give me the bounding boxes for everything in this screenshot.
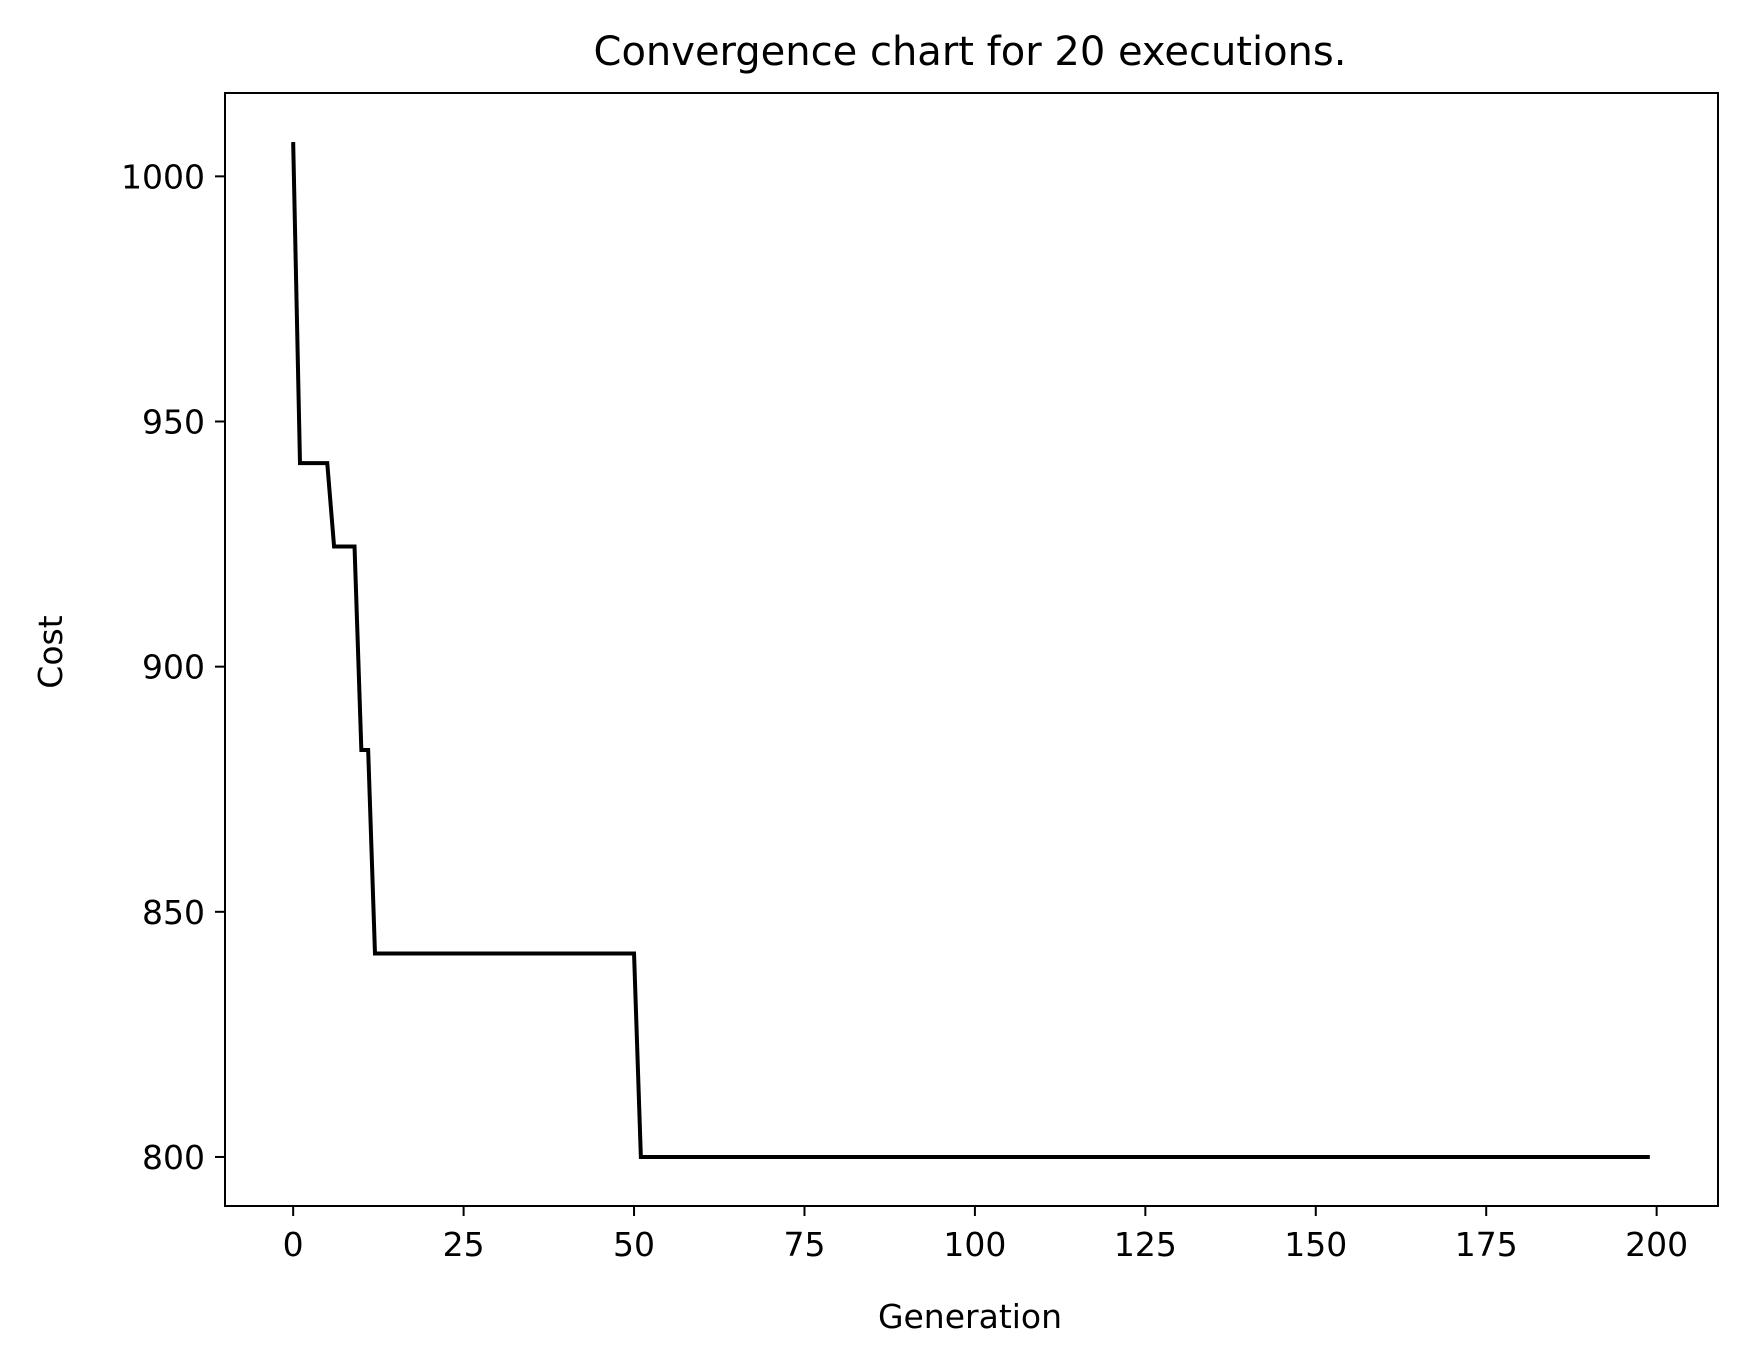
plot-area <box>224 92 1719 1207</box>
plot-frame <box>224 92 1719 1207</box>
x-tick-label: 150 <box>1284 1225 1347 1264</box>
y-axis-label: Cost <box>31 615 70 688</box>
chart-title: Convergence chart for 20 executions. <box>594 29 1347 75</box>
x-tick-label: 50 <box>613 1225 655 1264</box>
y-tick-label: 800 <box>142 1138 205 1177</box>
y-tick-label: 850 <box>142 893 205 932</box>
x-tick-label: 100 <box>943 1225 1006 1264</box>
y-tick-label: 900 <box>142 648 205 687</box>
y-tick-label: 950 <box>142 403 205 442</box>
x-tick-label: 175 <box>1455 1225 1518 1264</box>
axis-ticks: 0 25 50 75 100 125 150 175 200 800 850 900 950 1000 <box>121 157 1688 1264</box>
x-tick-label: 200 <box>1625 1225 1688 1264</box>
y-tick-label: 1000 <box>121 157 205 196</box>
x-tick-label: 75 <box>783 1225 825 1264</box>
x-axis-label: Generation <box>878 1297 1062 1336</box>
x-tick-label: 125 <box>1114 1225 1177 1264</box>
x-tick-label: 25 <box>443 1225 485 1264</box>
x-tick-label: 0 <box>283 1225 304 1264</box>
series-line-0 <box>291 141 1650 1159</box>
